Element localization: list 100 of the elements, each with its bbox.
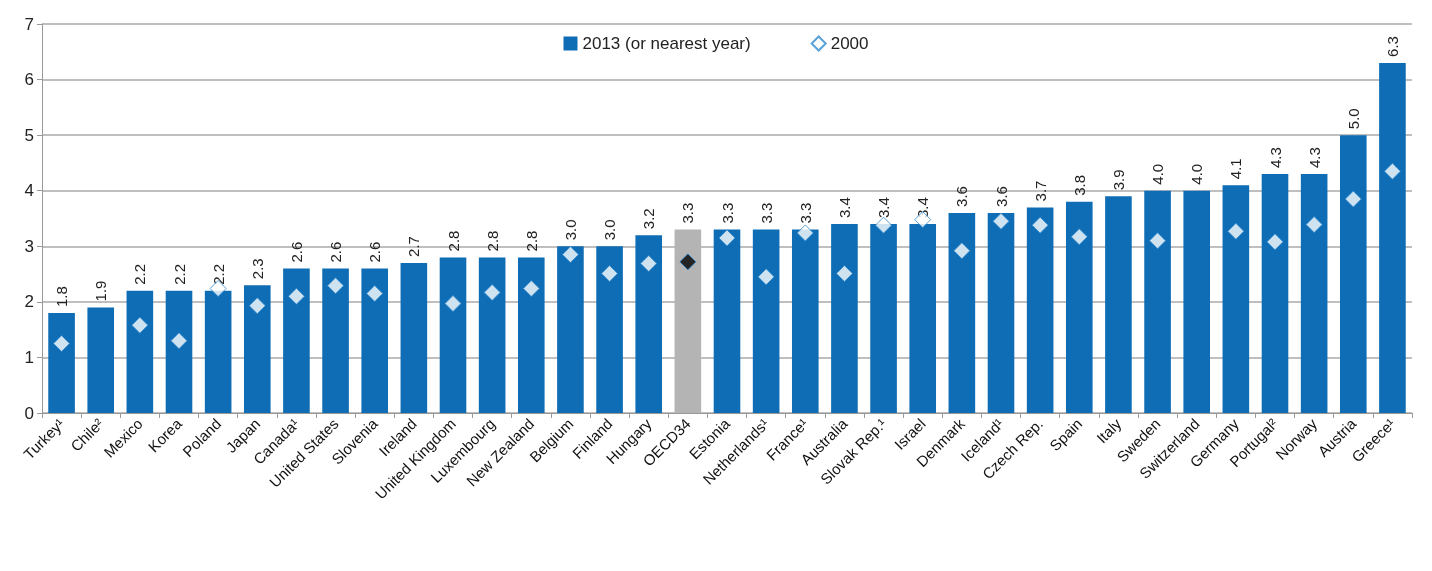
bar xyxy=(948,212,976,413)
point xyxy=(170,332,188,350)
bar xyxy=(400,262,428,413)
bar xyxy=(635,235,663,413)
y-tick-label: 6 xyxy=(24,70,34,90)
data-label: 3.3 xyxy=(757,202,775,224)
point xyxy=(366,285,384,303)
bar xyxy=(204,290,232,413)
data-label: 2.3 xyxy=(248,258,266,280)
bar xyxy=(1065,201,1093,413)
data-label: 2.8 xyxy=(483,230,501,252)
point xyxy=(796,224,814,242)
bar xyxy=(322,268,349,413)
point xyxy=(601,265,619,283)
y-tick-label: 4 xyxy=(24,181,34,201)
bar xyxy=(243,285,271,413)
bar xyxy=(517,257,545,413)
data-label: 2.8 xyxy=(522,230,540,252)
bar xyxy=(1026,207,1054,413)
data-label: 4.1 xyxy=(1227,158,1245,180)
point xyxy=(287,287,305,305)
point xyxy=(1266,233,1284,251)
data-label: 4.0 xyxy=(1149,163,1167,185)
bar xyxy=(870,224,897,413)
point xyxy=(992,212,1010,230)
bar xyxy=(1379,62,1406,413)
bar xyxy=(283,268,310,413)
point xyxy=(640,255,658,273)
data-label: 3.4 xyxy=(835,197,853,219)
bar xyxy=(126,290,154,413)
data-label: 2.2 xyxy=(209,263,227,285)
data-label: 3.6 xyxy=(992,186,1010,207)
bar xyxy=(596,246,623,413)
point xyxy=(444,295,462,313)
bar xyxy=(909,224,937,413)
point xyxy=(835,265,853,283)
bar xyxy=(752,229,780,413)
bar xyxy=(1183,190,1211,413)
point xyxy=(561,246,579,264)
data-label: 2.2 xyxy=(170,263,188,285)
point xyxy=(1344,190,1362,208)
data-label: 1.9 xyxy=(92,280,110,302)
data-label: 3.3 xyxy=(679,202,697,224)
data-label: 3.4 xyxy=(875,197,893,219)
data-label: 3.3 xyxy=(718,202,736,224)
data-label: 6.3 xyxy=(1383,36,1401,57)
data-label: 2.6 xyxy=(287,241,305,263)
point xyxy=(1070,228,1088,246)
y-tick-label: 0 xyxy=(24,403,34,423)
data-label: 3.6 xyxy=(953,186,971,207)
bar xyxy=(439,257,467,413)
y-tick-label: 1 xyxy=(24,347,34,367)
y-tick-label: 7 xyxy=(24,14,34,34)
bar xyxy=(791,229,819,413)
legend-label: 2013 (or nearest year) xyxy=(582,34,751,53)
point xyxy=(679,253,697,271)
data-label: 3.3 xyxy=(796,202,814,224)
bar xyxy=(361,268,389,413)
point xyxy=(1227,222,1245,240)
bar xyxy=(1261,174,1289,413)
data-label: 4.3 xyxy=(1266,147,1284,169)
data-label: 3.8 xyxy=(1070,174,1088,196)
bar xyxy=(1300,174,1328,413)
data-label: 2.7 xyxy=(405,236,423,257)
legend-label: 2000 xyxy=(830,34,869,53)
bar xyxy=(557,246,584,413)
data-label: 2.2 xyxy=(131,263,149,285)
data-label: 4.3 xyxy=(1305,147,1323,169)
data-label: 3.0 xyxy=(601,219,619,241)
y-tick-label: 5 xyxy=(24,125,34,145)
point xyxy=(1031,216,1049,234)
point xyxy=(1305,216,1323,234)
data-label: 3.2 xyxy=(640,208,658,230)
point xyxy=(327,277,345,295)
bar xyxy=(478,257,506,413)
point xyxy=(483,283,501,301)
point xyxy=(1149,232,1167,250)
data-label: 2.8 xyxy=(444,230,462,252)
bar xyxy=(831,224,858,413)
data-label: 3.9 xyxy=(1109,169,1127,191)
point xyxy=(757,268,775,286)
data-label: 2.6 xyxy=(327,241,345,263)
bar xyxy=(87,307,115,413)
bar xyxy=(1222,185,1250,413)
point xyxy=(131,316,149,334)
data-label: 3.7 xyxy=(1031,180,1049,202)
bar xyxy=(48,312,75,413)
y-tick-label: 3 xyxy=(24,236,34,256)
point xyxy=(1383,162,1401,180)
bar xyxy=(1105,196,1132,413)
point xyxy=(53,335,71,353)
bar xyxy=(165,290,193,413)
data-label: 2.6 xyxy=(366,241,384,263)
point xyxy=(248,297,266,315)
point xyxy=(953,242,971,260)
bar xyxy=(1339,135,1367,413)
y-tick-label: 2 xyxy=(24,292,34,312)
bar xyxy=(987,212,1015,413)
data-label: 3.4 xyxy=(914,197,932,219)
data-label: 3.0 xyxy=(561,219,579,241)
